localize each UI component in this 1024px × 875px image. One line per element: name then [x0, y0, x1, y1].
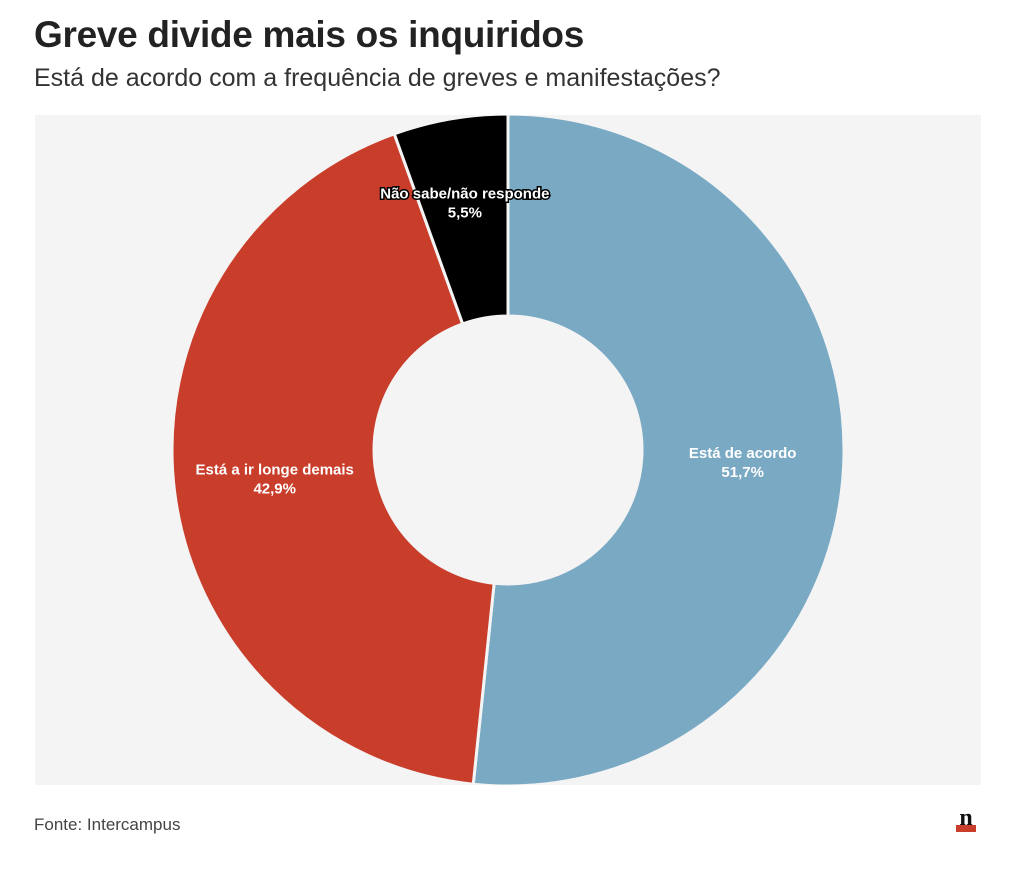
donut-slice-2	[392, 115, 510, 326]
plot-area: Está de acordo 51,7% Está a ir longe demai…	[35, 115, 981, 785]
logo-letter: n	[959, 806, 972, 831]
source-note: Fonte: Intercampus	[34, 815, 181, 834]
donut-slice-1	[170, 132, 496, 785]
slice-value-1: 42,9%	[253, 480, 296, 497]
slice-label-1: Está a ir longe demais 42,9%	[196, 461, 354, 497]
chart-subtitle: Está de acordo com a frequência de greve…	[34, 64, 721, 92]
slice-name-0: Está de acordo	[689, 445, 797, 462]
slice-label-2: Não sabe/não responde 5,5%	[379, 184, 551, 223]
slice-name-2: Não sabe/não responde	[380, 186, 549, 203]
slice-name-1: Está a ir longe demais	[196, 461, 354, 478]
donut-slice-0	[471, 115, 846, 785]
slice-label-0: Está de acordo 51,7%	[689, 445, 797, 481]
slice-value-0: 51,7%	[721, 464, 764, 481]
publisher-logo: n	[956, 806, 976, 832]
slice-value-2: 5,5%	[448, 205, 482, 222]
donut-chart: Está de acordo 51,7% Está a ir longe demai…	[170, 115, 846, 785]
chart-title: Greve divide mais os inquiridos	[34, 14, 584, 55]
